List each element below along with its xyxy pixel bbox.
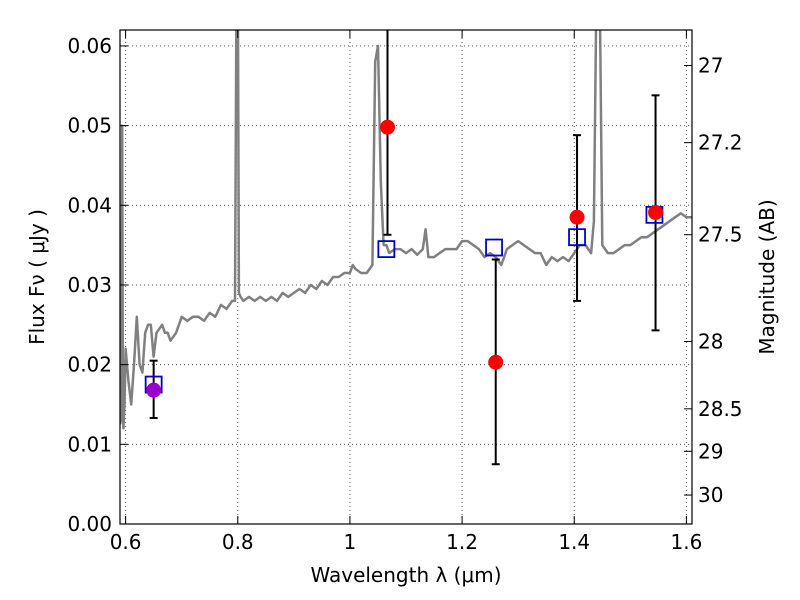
plot-background (120, 30, 692, 524)
x-tick-label: 1.6 (670, 530, 702, 554)
x-tick-label: 0.6 (110, 530, 142, 554)
mag-tick-label: 28 (698, 329, 723, 353)
mag-tick-label: 27.5 (698, 223, 743, 247)
model-photometry-square (568, 228, 586, 247)
observed-point (488, 354, 504, 370)
observed-point (569, 209, 585, 225)
y-tick-label: 0.03 (67, 273, 112, 297)
x-tick-label: 1 (344, 530, 357, 554)
right-axis-label: Magnitude (AB) (755, 199, 779, 354)
y-tick-label: 0.05 (67, 114, 112, 138)
model-photometry-square (485, 238, 503, 257)
mag-tick-label: 30 (698, 483, 723, 507)
x-axis-label: Wavelength λ (μm) (310, 563, 501, 587)
plot-frame (119, 29, 693, 525)
x-tick-label: 1.4 (558, 530, 590, 554)
y-tick-label: 0.02 (67, 353, 112, 377)
plot-series (120, 30, 692, 466)
mag-tick-label: 27.2 (698, 131, 743, 155)
observed-point (648, 204, 664, 220)
x-tick-label: 1.2 (446, 530, 478, 554)
y-tick-label: 0.04 (67, 193, 112, 217)
observed-point (379, 119, 395, 135)
x-tick-label: 0.8 (222, 530, 254, 554)
y-tick-label: 0.00 (67, 512, 112, 536)
axis-ticks: 0.6 0.8 1 1.2 1.4 1.6 0.00 0.01 0.02 0.03 0.04 0.05… (67, 30, 743, 554)
y-tick-label: 0.06 (67, 34, 112, 58)
mag-tick-label: 27 (698, 54, 723, 78)
y-axis-label: Flux Fν ( μJy ) (25, 209, 49, 345)
y-tick-label: 0.01 (67, 432, 112, 456)
model-photometry-square (377, 240, 396, 259)
mag-tick-label: 29 (698, 439, 723, 463)
observed-point (146, 382, 162, 398)
mag-tick-label: 28.5 (698, 397, 743, 421)
